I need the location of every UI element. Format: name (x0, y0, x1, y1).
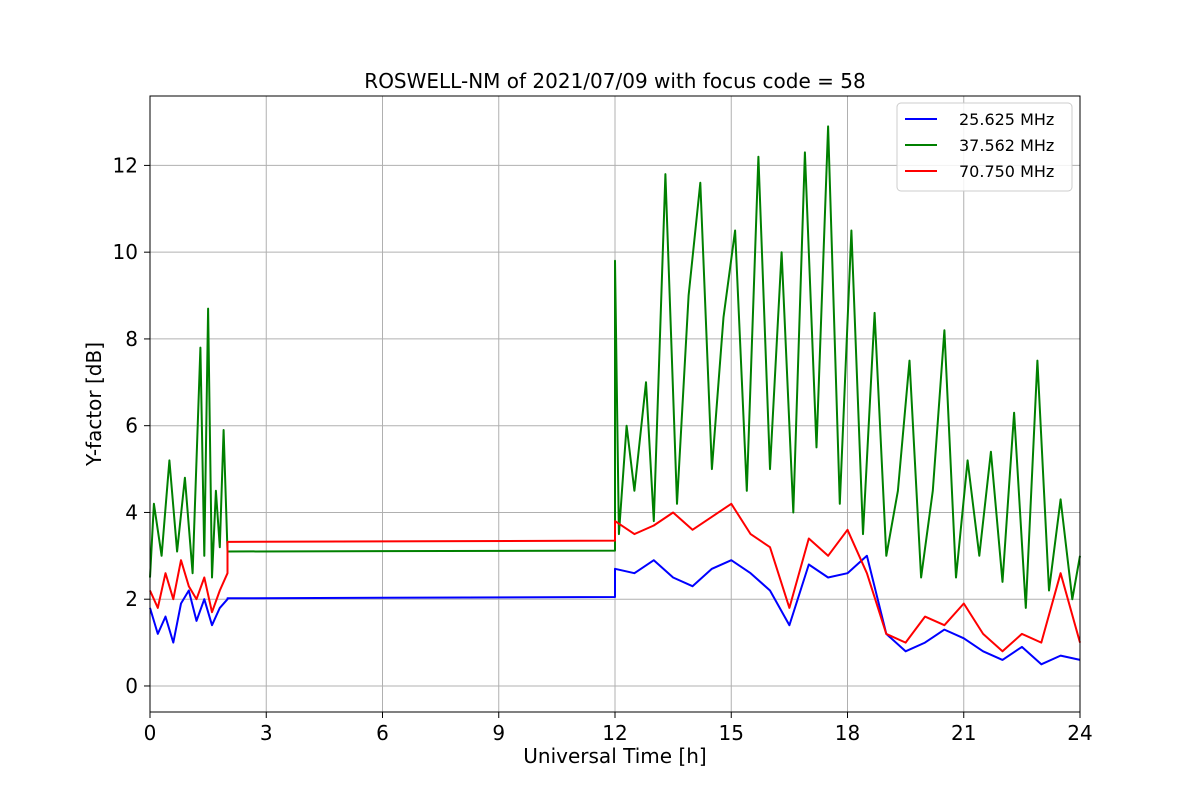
x-axis: 0 3 6 9 12 15 18 21 24 (144, 712, 1093, 745)
x-tick-label: 21 (951, 721, 976, 745)
y-tick-label: 2 (125, 587, 138, 611)
series-line-1 (149, 554, 1081, 666)
series-line-2 (149, 125, 1081, 609)
legend-label-1: 25.625 MHz (959, 110, 1054, 129)
y-tick-label: 10 (113, 240, 138, 264)
legend-label-2: 37.562 MHz (959, 136, 1054, 155)
x-tick-label: 0 (144, 721, 157, 745)
y-tick-label: 8 (125, 327, 138, 351)
series-layer (149, 125, 1081, 666)
x-axis-label: Universal Time [h] (523, 744, 706, 768)
y-axis: 0 2 4 6 8 10 12 (113, 153, 150, 698)
x-tick-label: 9 (492, 721, 505, 745)
x-tick-label: 6 (376, 721, 389, 745)
y-axis-label: Y-factor [dB] (82, 342, 106, 467)
x-tick-label: 24 (1067, 721, 1092, 745)
y-tick-label: 6 (125, 414, 138, 438)
y-tick-label: 0 (125, 674, 138, 698)
legend-box (896, 102, 1073, 192)
y-tick-label: 12 (113, 153, 138, 177)
series-line-3 (149, 502, 1081, 653)
y-tick-label: 4 (125, 500, 138, 524)
chart-title: ROSWELL-NM of 2021/07/09 with focus code… (364, 69, 865, 93)
x-tick-label: 15 (719, 721, 744, 745)
legend-label-3: 70.750 MHz (959, 162, 1054, 181)
x-tick-label: 3 (260, 721, 273, 745)
x-tick-label: 18 (835, 721, 860, 745)
x-tick-label: 12 (602, 721, 627, 745)
legend: 25.625 MHz 37.562 MHz 70.750 MHz (896, 102, 1073, 192)
